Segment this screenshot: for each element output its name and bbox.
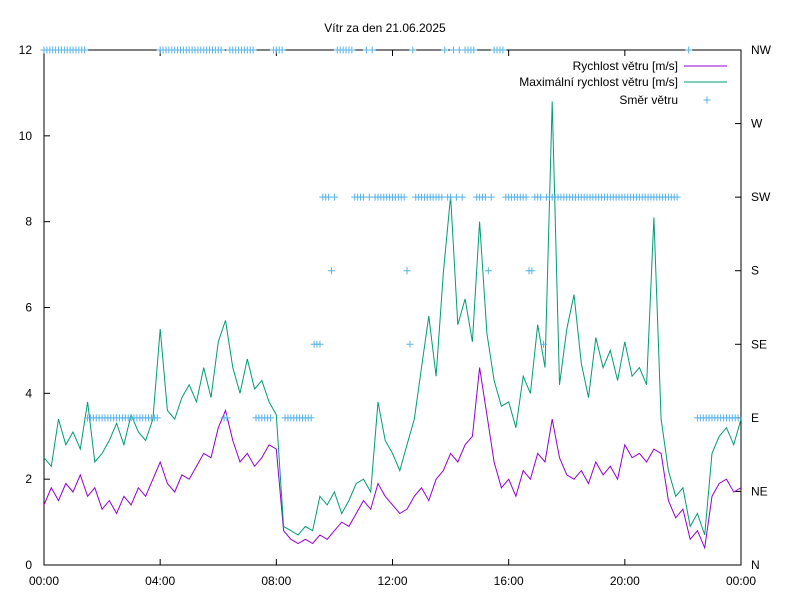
direction-point	[673, 193, 681, 201]
y2-tick-label: N	[751, 558, 760, 572]
direction-point	[685, 46, 693, 54]
direction-point	[223, 414, 231, 422]
direction-point	[330, 193, 338, 201]
x-tick-label: 12:00	[377, 574, 407, 588]
direction-point	[153, 414, 161, 422]
chart-title: Vítr za den 21.06.2025	[324, 21, 446, 35]
series-line-0	[43, 367, 742, 550]
direction-point	[484, 267, 492, 275]
y-tick-label: 12	[19, 43, 33, 57]
direction-point	[522, 193, 530, 201]
direction-point	[403, 267, 411, 275]
legend-label: Směr větru	[619, 93, 678, 107]
y-tick-label: 2	[25, 472, 32, 486]
x-tick-label: 16:00	[494, 574, 524, 588]
series-points-2	[40, 46, 742, 422]
y-tick-label: 4	[25, 386, 32, 400]
direction-point	[348, 46, 356, 54]
direction-point	[400, 193, 408, 201]
axes-layer: 00:00 04:00 08:00 12:00 16:00 20:00 00:00 0 2 4 6 8…	[19, 43, 772, 588]
y-tick-label: 10	[19, 129, 33, 143]
direction-point	[406, 340, 414, 348]
y2-tick-label: SW	[751, 190, 771, 204]
direction-point	[470, 46, 478, 54]
legend-swatch	[703, 96, 711, 104]
direction-point	[307, 414, 315, 422]
y-tick-label: 6	[25, 301, 32, 315]
direction-point	[487, 193, 495, 201]
y2-tick-label: W	[751, 117, 763, 131]
x-tick-label: 00:00	[726, 574, 756, 588]
direction-point	[328, 267, 336, 275]
direction-point	[249, 46, 257, 54]
x-tick-label: 08:00	[261, 574, 291, 588]
x-tick-label: 20:00	[610, 574, 640, 588]
direction-point	[540, 340, 548, 348]
direction-point	[458, 193, 466, 201]
direction-point	[316, 340, 324, 348]
series-layer	[40, 46, 742, 550]
direction-point	[734, 414, 742, 422]
direction-point	[409, 46, 417, 54]
y-tick-label: 8	[25, 215, 32, 229]
y2-tick-label: NE	[751, 484, 768, 498]
x-tick-label: 00:00	[29, 574, 59, 588]
y2-tick-label: S	[751, 264, 759, 278]
direction-point	[499, 46, 507, 54]
x-tick-label: 04:00	[145, 574, 175, 588]
legend-label: Rychlost větru [m/s]	[573, 59, 678, 73]
y2-tick-label: NW	[751, 43, 772, 57]
legend-label: Maximální rychlost větru [m/s]	[519, 75, 678, 89]
direction-point	[368, 46, 376, 54]
direction-point	[81, 46, 89, 54]
y2-tick-label: E	[751, 411, 759, 425]
direction-point	[278, 46, 286, 54]
series-line-1	[43, 101, 742, 536]
direction-point	[267, 414, 275, 422]
y-tick-label: 0	[25, 558, 32, 572]
y2-tick-label: SE	[751, 337, 767, 351]
direction-point	[441, 46, 449, 54]
direction-point	[217, 46, 225, 54]
legend: Rychlost větru [m/s] Maximální rychlost v…	[519, 59, 727, 107]
direction-point	[528, 267, 536, 275]
